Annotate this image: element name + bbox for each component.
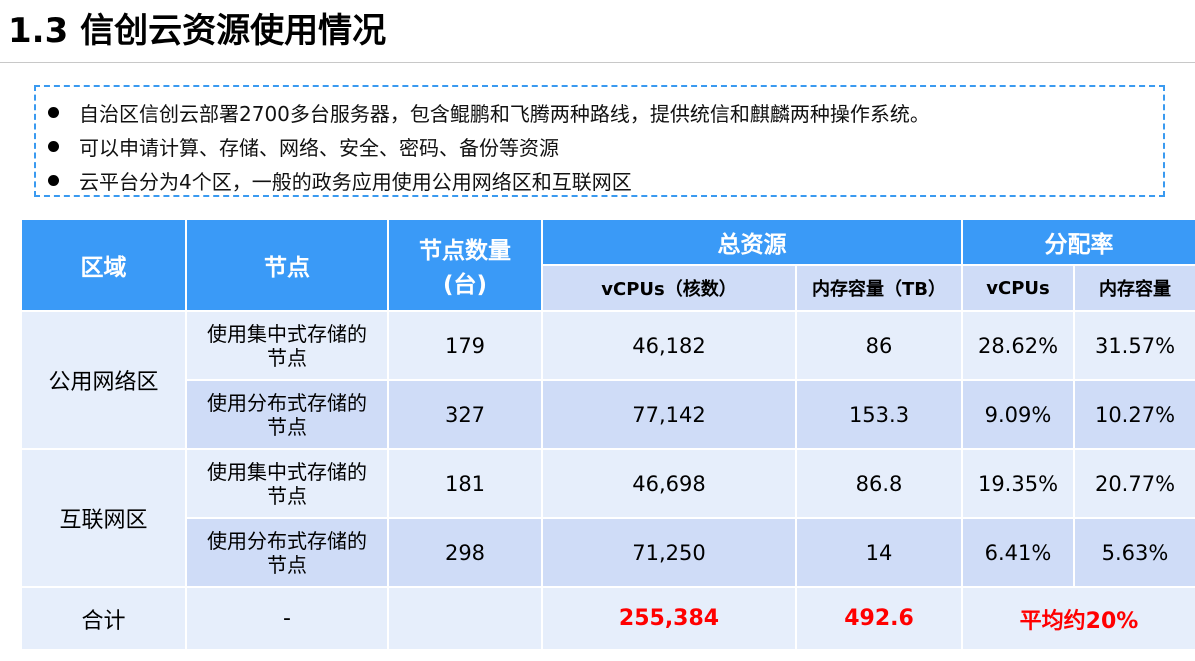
page-title: 1.3 信创云资源使用情况 [8,11,387,51]
header-node: 节点 [185,218,389,312]
bullet-text: 云平台分为4个区，一般的政务应用使用公用网络区和互联网区 [79,169,632,194]
resource-table: 区域 节点 节点数量 (台) 总资源 分配率 vCPUs（核数） 内存容量（TB… [20,218,1195,651]
memory-rate-cell: 5.63% [1073,517,1195,588]
node-cell: 使用分布式存储的 节点 [185,379,389,450]
memory-cell: 153.3 [795,379,963,450]
vcpus-cell: 77,142 [541,379,797,450]
vcpu-rate-cell: 9.09% [961,379,1075,450]
node-count-cell: 298 [387,517,543,588]
node-label-line2: 节点 [267,414,307,439]
bullet-item: 可以申请计算、存储、网络、安全、密码、备份等资源 [48,129,1163,163]
header-memory-rate: 内存容量 [1073,264,1195,312]
node-count-cell: 327 [387,379,543,450]
memory-cell: 86.8 [795,448,963,519]
memory-rate-cell: 31.57% [1073,310,1195,381]
vcpus-cell: 71,250 [541,517,797,588]
memory-rate-cell: 20.77% [1073,448,1195,519]
header-node-count: 节点数量 (台) [387,218,543,312]
title-divider [0,62,1195,63]
region-cell: 公用网络区 [20,310,187,450]
header-vcpus-rate: vCPUs [961,264,1075,312]
node-cell: 使用集中式存储的 节点 [185,448,389,519]
node-count-cell: 181 [387,448,543,519]
node-label-line2: 节点 [267,483,307,508]
total-row: 合计 - 255,384 492.6 平均约20% [20,586,1195,651]
header-node-count-line2: (台) [442,272,488,298]
vcpus-cell: 46,182 [541,310,797,381]
node-label-line1: 使用分布式存储的 [207,390,367,415]
header-allocation-rate: 分配率 [961,218,1195,266]
table-row: 使用分布式存储的 节点 327 77,142 153.3 9.09% 10.27… [21,379,1195,450]
header-memory-tb: 内存容量（TB） [795,264,963,312]
node-count-cell: 179 [387,310,543,381]
bullet-text: 可以申请计算、存储、网络、安全、密码、备份等资源 [79,135,559,160]
memory-cell: 86 [795,310,963,381]
total-memory: 492.6 [795,586,963,651]
vcpus-cell: 46,698 [541,448,797,519]
summary-box: 自治区信创云部署2700多台服务器，包含鲲鹏和飞腾两种路线，提供统信和麒麟两种操… [34,85,1165,197]
bullet-dot-icon [48,106,59,118]
bullet-text: 自治区信创云部署2700多台服务器，包含鲲鹏和飞腾两种路线，提供统信和麒麟两种操… [79,101,930,126]
bullet-item: 云平台分为4个区，一般的政务应用使用公用网络区和互联网区 [48,163,1163,197]
memory-cell: 14 [795,517,963,588]
total-average-rate: 平均约20% [961,586,1195,651]
vcpu-rate-cell: 6.41% [961,517,1075,588]
node-label-line1: 使用集中式存储的 [207,459,367,484]
total-label: 合计 [20,586,187,651]
node-label-line2: 节点 [267,345,307,370]
total-count [387,586,543,651]
header-total-resources: 总资源 [541,218,963,266]
header-node-count-line1: 节点数量 [419,238,511,264]
node-label-line1: 使用集中式存储的 [207,321,367,346]
node-cell: 使用集中式存储的 节点 [185,310,389,381]
bullet-dot-icon [48,140,59,152]
header-vcpus-cores: vCPUs（核数） [541,264,797,312]
node-cell: 使用分布式存储的 节点 [185,517,389,588]
memory-rate-cell: 10.27% [1073,379,1195,450]
table-row: 互联网区 使用集中式存储的 节点 181 46,698 86.8 19.35% … [20,448,1195,588]
bullet-dot-icon [48,174,59,186]
vcpu-rate-cell: 28.62% [961,310,1075,381]
table-row: 使用分布式存储的 节点 298 71,250 14 6.41% 5.63% [21,517,1195,588]
bullet-item: 自治区信创云部署2700多台服务器，包含鲲鹏和飞腾两种路线，提供统信和麒麟两种操… [48,95,1163,129]
node-label-line2: 节点 [267,552,307,577]
total-node: - [185,586,389,651]
header-region: 区域 [20,218,187,312]
region-cell: 互联网区 [20,448,187,588]
total-vcpus: 255,384 [541,586,797,651]
table-row: 公用网络区 使用集中式存储的 节点 179 46,182 86 28.62% 3… [20,310,1195,450]
vcpu-rate-cell: 19.35% [961,448,1075,519]
node-label-line1: 使用分布式存储的 [207,528,367,553]
